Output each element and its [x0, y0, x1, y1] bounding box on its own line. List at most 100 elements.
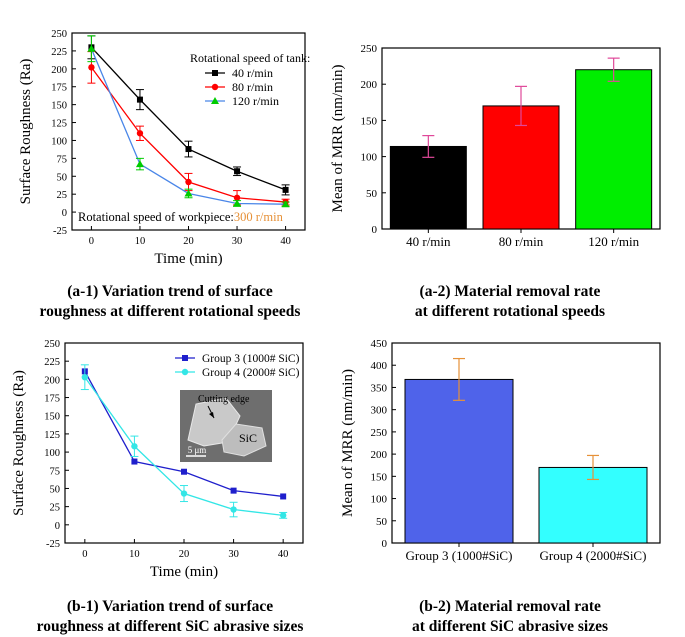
- caption-a2-line1: (a-2) Material removal rate: [419, 283, 601, 300]
- b1-ytick-label: 75: [50, 466, 61, 477]
- caption-b1-line2: roughness at different SiC abrasive size…: [36, 618, 304, 635]
- a1-legend-marker: [211, 97, 219, 104]
- b2-plot-frame: [391, 342, 661, 544]
- b1-data-point: [131, 458, 138, 465]
- caption-b2-line1: (b-2) Material removal rate: [419, 598, 601, 615]
- b2-ytick-label: 100: [371, 494, 388, 506]
- a1-xtick-label: 0: [89, 236, 94, 247]
- b2-ytick-label: 400: [371, 360, 388, 372]
- a1-xtick-label: 30: [232, 236, 243, 247]
- b1-ytick-label: 25: [50, 503, 61, 514]
- b1-ytick-label: -25: [46, 539, 60, 550]
- a1-legend-label: 80 r/min: [232, 80, 273, 94]
- a1-data-point: [185, 178, 192, 186]
- b1-ytick-label: 200: [44, 375, 60, 386]
- b1-data-point: [131, 443, 138, 450]
- a1-ytick-label: 50: [57, 172, 68, 183]
- b2-category-label: Group 3 (1000#SiC): [406, 548, 513, 563]
- a1-ytick-label: 200: [51, 65, 67, 76]
- a1-ytick-label: -25: [53, 226, 67, 237]
- a2-category-label: 40 r/min: [406, 234, 451, 249]
- caption-a2-line2: at different rotational speeds: [414, 303, 606, 320]
- a1-ytick-label: 150: [51, 101, 67, 112]
- a2-ytick-label: 250: [361, 43, 378, 55]
- a1-ytick-label: 100: [51, 136, 67, 147]
- b2-category-label: Group 4 (2000#SiC): [540, 548, 647, 563]
- b2-ytick-label: 250: [371, 427, 388, 439]
- b1-xtick-label: 10: [129, 549, 140, 560]
- b2-ytick-label: 0: [382, 538, 388, 550]
- caption-b1: (b-1) Variation trend of surface roughne…: [10, 597, 330, 637]
- a2-category-label: 80 r/min: [499, 234, 544, 249]
- a1-xlabel: Time (min): [154, 251, 222, 267]
- b1-data-point: [81, 373, 89, 381]
- a1-data-point: [136, 130, 144, 137]
- a1-data-point: [233, 199, 242, 207]
- a1-legend-label: 40 r/min: [232, 66, 273, 80]
- b2-ytick-label: 300: [371, 405, 388, 417]
- a1-ytick-label: 125: [51, 119, 67, 130]
- b1-ytick-label: 175: [44, 394, 60, 405]
- a1-data-point: [234, 168, 241, 175]
- a2-ytick-label: 200: [361, 79, 378, 91]
- a2-category-label: 120 r/min: [588, 234, 639, 249]
- caption-a1-line2: roughness at different rotational speeds: [39, 303, 301, 320]
- a1-data-point: [136, 96, 143, 103]
- inset-label-scale: 5 μm: [188, 445, 207, 455]
- b1-xlabel: Time (min): [150, 564, 218, 580]
- a1-ytick-label: 25: [57, 190, 68, 201]
- inset-label-sic: SiC: [239, 431, 257, 445]
- caption-a1-line1: (a-1) Variation trend of surface: [67, 283, 273, 300]
- a1-xtick-label: 40: [280, 236, 291, 247]
- a1-data-point: [282, 186, 289, 193]
- a1-ytick-label: 0: [62, 208, 67, 219]
- a2-ytick-label: 50: [366, 188, 378, 200]
- b1-ytick-label: 225: [44, 357, 60, 368]
- b1-ytick-label: 0: [55, 521, 60, 532]
- a1-xtick-label: 10: [135, 236, 146, 247]
- b2-ytick-label: 50: [376, 516, 388, 528]
- b1-legend-marker: [181, 368, 189, 376]
- b1-data-point: [181, 468, 187, 475]
- b1-legend-marker: [182, 355, 188, 361]
- a1-data-point: [185, 146, 192, 153]
- a1-ytick-label: 250: [51, 29, 67, 40]
- a1-ytick-label: 75: [57, 154, 68, 165]
- b2-ytick-label: 150: [371, 471, 388, 483]
- b1-data-point: [279, 512, 287, 519]
- b1-ytick-label: 125: [44, 430, 60, 441]
- a1-data-point: [88, 64, 95, 71]
- b1-ytick-label: 150: [44, 412, 60, 423]
- b1-ytick-label: 100: [44, 448, 60, 459]
- caption-b1-line1: (b-1) Variation trend of surface: [66, 598, 274, 615]
- a2-ytick-label: 100: [361, 152, 378, 164]
- a2-ytick-label: 0: [372, 224, 378, 236]
- b1-data-point: [280, 493, 287, 500]
- b2-ylabel: Mean of MRR (nm/min): [340, 369, 356, 517]
- b1-data-point: [230, 506, 237, 513]
- a2-bar: [389, 145, 467, 230]
- a2-bar: [575, 69, 653, 230]
- a1-ylabel: Surface Roughness (Ra): [18, 59, 34, 205]
- a1-legend-label: 120 r/min: [232, 94, 279, 108]
- caption-b2: (b-2) Material removal rate at different…: [350, 597, 670, 637]
- a1-annotation-value: 300 r/min: [234, 210, 284, 224]
- a2-ytick-label: 150: [361, 115, 378, 127]
- a1-data-point: [281, 200, 290, 208]
- a1-data-point: [184, 189, 193, 197]
- b2-ytick-label: 350: [371, 382, 388, 394]
- b1-data-point: [180, 490, 188, 497]
- b1-xtick-label: 0: [82, 549, 87, 560]
- b2-ytick-label: 450: [371, 338, 388, 350]
- arrow-head-icon: [209, 412, 214, 418]
- b1-xtick-label: 30: [228, 549, 239, 560]
- a1-data-point: [87, 44, 96, 52]
- b1-ytick-label: 50: [50, 484, 61, 495]
- a2-ylabel: Mean of MRR (nm/min): [330, 65, 346, 213]
- b2-bar: [404, 378, 514, 544]
- a1-ytick-label: 175: [51, 83, 67, 94]
- b1-ytick-label: 250: [44, 339, 60, 350]
- a1-xtick-label: 20: [183, 236, 194, 247]
- a1-ytick-label: 225: [51, 47, 67, 58]
- a1-legend-marker: [211, 83, 219, 91]
